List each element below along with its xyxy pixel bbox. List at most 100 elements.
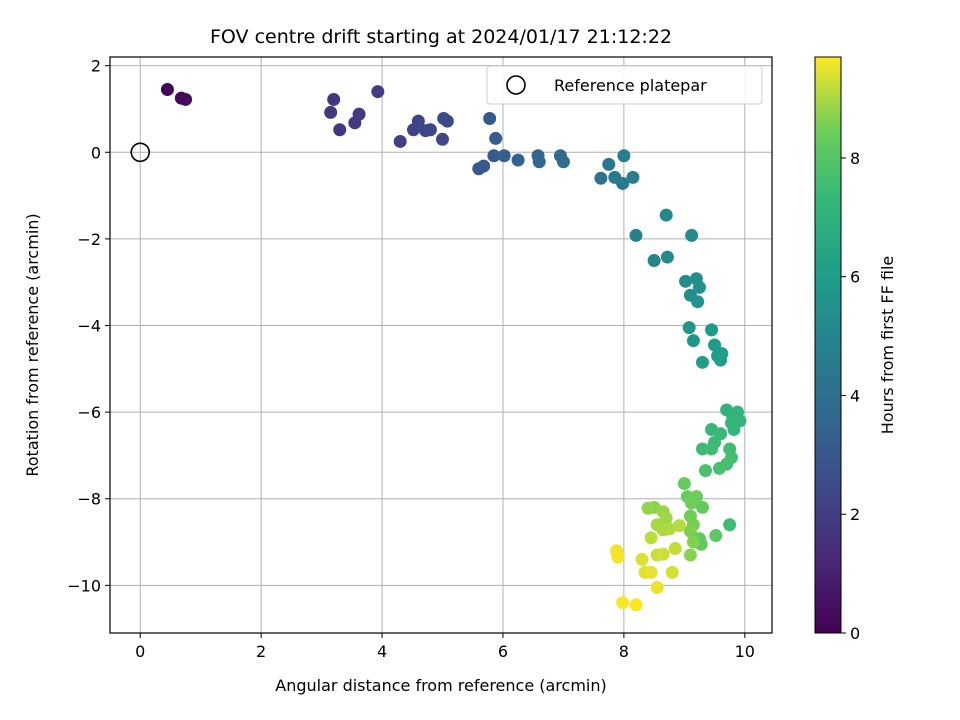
y-tick-label: −2 <box>77 230 101 249</box>
data-point <box>393 134 407 148</box>
colorbar-tick-label: 0 <box>850 624 860 643</box>
data-point <box>715 347 729 361</box>
y-tick-label: −6 <box>77 403 101 422</box>
data-point <box>489 131 503 145</box>
data-point <box>641 501 655 515</box>
data-point <box>723 518 737 532</box>
data-point <box>695 442 709 456</box>
data-point <box>665 565 679 579</box>
colorbar-label: Hours from first FF file <box>878 256 897 435</box>
data-point <box>602 157 616 171</box>
legend-box <box>486 65 763 105</box>
data-point <box>511 153 525 167</box>
data-point <box>327 92 341 106</box>
data-point <box>662 522 676 536</box>
data-point <box>629 228 643 242</box>
y-axis-label: Rotation from reference (arcmin) <box>23 213 42 476</box>
data-point <box>411 114 425 128</box>
data-point <box>705 442 719 456</box>
data-point <box>635 552 649 566</box>
data-point <box>179 92 193 106</box>
data-point <box>440 114 454 128</box>
data-point <box>644 531 658 545</box>
data-point <box>712 461 726 475</box>
x-tick-label: 0 <box>135 642 145 661</box>
data-point <box>685 228 699 242</box>
y-tick-label: −4 <box>77 317 101 336</box>
data-point <box>556 155 570 169</box>
data-point <box>683 548 697 562</box>
data-point <box>436 132 450 146</box>
x-tick-label: 6 <box>498 642 508 661</box>
grid-lines <box>110 57 772 633</box>
data-point <box>692 280 706 294</box>
y-tick-label: −8 <box>77 490 101 509</box>
x-tick-label: 4 <box>377 642 387 661</box>
data-point <box>677 477 691 491</box>
legend: Reference platepar <box>486 65 763 105</box>
colorbar-tick-label: 2 <box>850 505 860 524</box>
data-point <box>647 254 661 268</box>
colorbar-gradient <box>814 56 842 634</box>
data-point <box>333 123 347 137</box>
data-point <box>616 176 630 190</box>
data-point <box>477 159 491 173</box>
colorbar-tick-label: 4 <box>850 386 860 405</box>
data-point <box>685 496 699 510</box>
data-point <box>709 529 723 543</box>
x-axis-label: Angular distance from reference (arcmin) <box>275 676 606 695</box>
data-point <box>532 155 546 169</box>
data-point <box>691 295 705 309</box>
chart-title: FOV centre drift starting at 2024/01/17 … <box>210 26 672 48</box>
data-point <box>483 111 497 125</box>
data-point <box>616 596 630 610</box>
data-point <box>660 250 674 264</box>
data-point <box>650 581 664 595</box>
data-point <box>160 82 174 96</box>
reference-point-marker <box>130 142 151 163</box>
data-point <box>324 105 338 119</box>
data-point <box>629 598 643 612</box>
y-axis-ticks: −10 −8 −6 −4 −2 0 2 <box>67 57 110 595</box>
data-point <box>617 149 631 163</box>
x-tick-label: 10 <box>735 642 755 661</box>
data-point <box>487 149 501 163</box>
data-point <box>644 565 658 579</box>
data-point <box>686 535 700 549</box>
data-point <box>668 542 682 556</box>
data-point <box>626 170 640 184</box>
colorbar-tick-label: 8 <box>850 149 860 168</box>
data-point <box>594 171 608 185</box>
x-axis-ticks: 0 2 4 6 8 10 <box>135 633 755 661</box>
data-point <box>679 274 693 288</box>
legend-marker <box>506 75 526 95</box>
x-tick-label: 8 <box>619 642 629 661</box>
data-point <box>497 149 511 163</box>
y-tick-label: 0 <box>91 143 101 162</box>
data-point <box>695 500 709 514</box>
data-point <box>698 464 712 478</box>
colorbar: 0 2 4 6 8 Hours from first FF file <box>814 56 897 643</box>
x-tick-label: 2 <box>256 642 266 661</box>
data-point <box>695 355 709 369</box>
y-tick-label: −10 <box>67 576 101 595</box>
data-points <box>160 82 747 612</box>
colorbar-ticks: 0 2 4 6 8 <box>841 149 860 643</box>
data-point <box>659 208 673 222</box>
plot-frame <box>109 56 773 634</box>
data-point <box>708 338 722 352</box>
data-point <box>682 321 696 335</box>
data-point <box>683 524 697 538</box>
data-point <box>611 550 625 564</box>
data-point <box>727 422 741 436</box>
legend-entry-reference: Reference platepar <box>554 76 707 95</box>
y-tick-label: 2 <box>91 57 101 76</box>
data-point <box>686 334 700 348</box>
data-point <box>656 547 670 561</box>
data-point <box>423 123 437 137</box>
data-point <box>705 323 719 337</box>
data-point <box>352 107 366 121</box>
data-point <box>659 511 673 525</box>
colorbar-tick-label: 6 <box>850 268 860 287</box>
